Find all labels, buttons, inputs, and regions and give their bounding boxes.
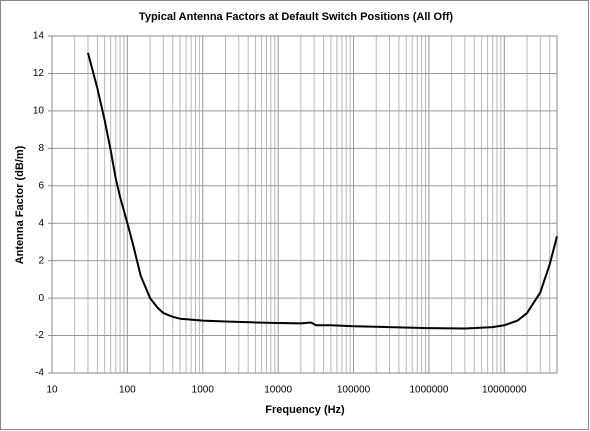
y-tick-label: 14	[33, 31, 45, 42]
chart-title: Typical Antenna Factors at Default Switc…	[139, 11, 453, 23]
y-tick-label: -4	[35, 368, 44, 379]
x-tick-label: 100	[119, 385, 136, 396]
x-tick-label: 1000	[192, 385, 215, 396]
y-tick-label: -2	[35, 330, 44, 341]
x-tick-label: 10000000	[482, 385, 527, 396]
y-tick-label: 2	[38, 255, 44, 266]
y-tick-label: 4	[38, 218, 44, 229]
x-tick-label: 10	[46, 385, 58, 396]
x-tick-label: 100000	[337, 385, 371, 396]
y-tick-label: 6	[38, 180, 44, 191]
plot-area	[51, 35, 558, 374]
x-tick-label: 10000	[264, 385, 292, 396]
y-tick-label: 8	[38, 143, 44, 154]
y-axis-title: Antenna Factor (dB/m)	[14, 145, 26, 264]
y-tick-label: 0	[38, 293, 44, 304]
y-tick-label: 12	[33, 68, 45, 79]
x-tick-label: 1000000	[409, 385, 448, 396]
y-tick-label: 10	[33, 106, 45, 117]
line-series	[87, 52, 558, 330]
x-axis-title: Frequency (Hz)	[265, 404, 345, 416]
